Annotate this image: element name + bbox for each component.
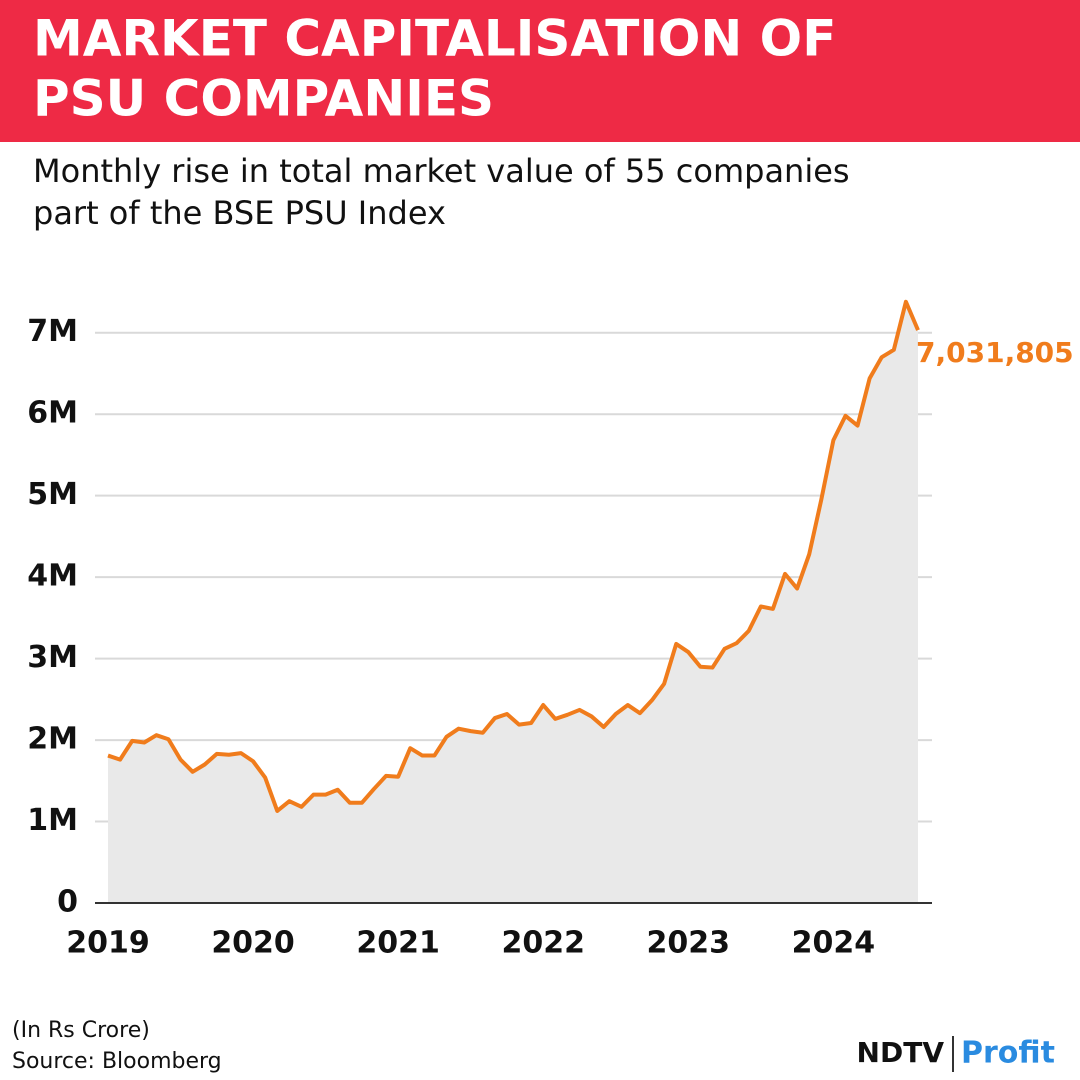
y-tick-label: 6M [27, 396, 78, 431]
chart-subtitle: Monthly rise in total market value of 55… [33, 152, 850, 190]
chart-subtitle: part of the BSE PSU Index [33, 194, 446, 232]
y-tick-label: 3M [27, 640, 78, 675]
line [107, 299, 920, 813]
y-tick-label: 0 [57, 885, 78, 920]
y-tick-label: 5M [27, 477, 78, 512]
chart-title: PSU COMPANIES [33, 70, 494, 128]
header-band [0, 0, 1080, 142]
y-tick-label: 2M [27, 722, 78, 757]
y-tick-label: 1M [27, 803, 78, 838]
logo-product: Profit [961, 1036, 1055, 1071]
area [108, 301, 918, 903]
logo-brand: NDTV [857, 1036, 945, 1069]
x-tick-label: 2020 [211, 926, 295, 961]
chart-title: MARKET CAPITALISATION OF [33, 10, 836, 68]
source-note: Source: Bloomberg [12, 1049, 222, 1074]
x-tick-label: 2022 [501, 926, 585, 961]
unit-note: (In Rs Crore) [12, 1018, 150, 1043]
x-tick-label: 2019 [66, 926, 150, 961]
y-tick-label: 4M [27, 559, 78, 594]
x-tick-label: 2023 [647, 926, 731, 961]
data-label: 7,031,805 [916, 336, 1074, 369]
x-tick-label: 2024 [792, 926, 876, 961]
x-tick-label: 2021 [356, 926, 440, 961]
y-tick-label: 7M [27, 314, 78, 349]
